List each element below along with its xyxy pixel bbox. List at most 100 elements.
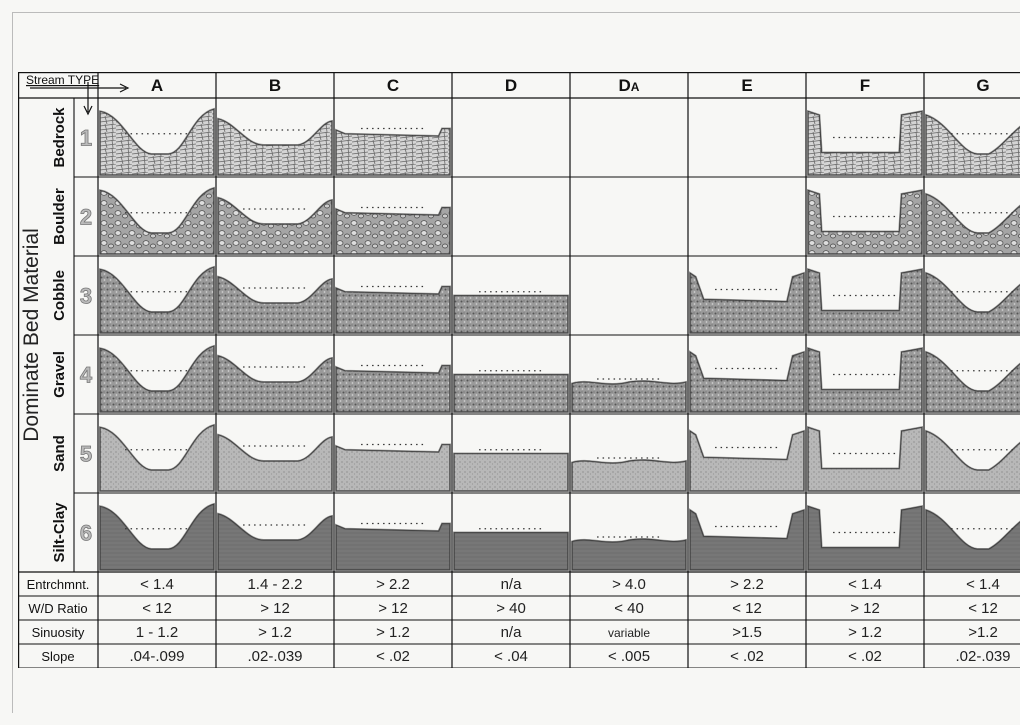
cross-section-C6 (335, 522, 451, 571)
cross-section-B5 (217, 433, 333, 492)
row-label-silt-clay: Silt-Clay (51, 502, 68, 563)
cross-section-D5 (453, 449, 569, 492)
row-label-cobble: Cobble (51, 270, 68, 321)
property-2-value-G: >1.2 (968, 624, 998, 641)
cross-section-F1 (807, 109, 923, 176)
cross-section-D3 (453, 291, 569, 334)
property-1-value-F: > 12 (850, 600, 880, 617)
row-label-bedrock: Bedrock (51, 107, 68, 168)
cross-section-C1 (335, 127, 451, 176)
property-2-value-B: > 1.2 (258, 624, 292, 641)
property-0-value-B: 1.4 - 2.2 (247, 576, 302, 593)
cross-section-A2 (99, 186, 215, 255)
cross-section-A3 (99, 265, 215, 334)
cross-section-A1 (99, 107, 215, 176)
cross-section-B4 (217, 354, 333, 413)
cross-section-G1 (925, 113, 1020, 176)
property-0-value-C: > 2.2 (376, 576, 410, 593)
row-label-sand: Sand (51, 435, 68, 472)
cross-section-DA6 (571, 536, 687, 571)
stream-classification-table: A B C D DA E F G Stream TYPE Dominate Bed Materia… (18, 72, 1020, 668)
property-0-value-A: < 1.4 (140, 576, 174, 593)
property-2-value-E: >1.5 (732, 624, 762, 641)
property-1-value-G: < 12 (968, 600, 998, 617)
cross-section-F2 (807, 188, 923, 255)
property-3-value-D: < .04 (494, 648, 528, 665)
row-number-6: 6 (80, 521, 92, 546)
cross-section-G6 (925, 508, 1020, 571)
cross-section-E6 (689, 508, 805, 571)
cross-section-B2 (217, 196, 333, 255)
property-label-3: Slope (41, 649, 74, 664)
cross-section-G5 (925, 429, 1020, 492)
cross-section-F5 (807, 425, 923, 492)
property-1-value-DA: < 40 (614, 600, 644, 617)
column-header-D: D (505, 76, 517, 95)
page-frame (12, 12, 1020, 713)
property-0-value-F: < 1.4 (848, 576, 882, 593)
cross-section-B1 (217, 117, 333, 176)
row-number-4: 4 (80, 363, 93, 388)
cross-section-B3 (217, 275, 333, 334)
property-1-value-B: > 12 (260, 600, 290, 617)
column-header-G: G (976, 76, 989, 95)
cross-section-F6 (807, 504, 923, 571)
property-0-value-DA: > 4.0 (612, 576, 646, 593)
cross-section-G4 (925, 350, 1020, 413)
row-label-gravel: Gravel (51, 351, 68, 398)
property-2-value-A: 1 - 1.2 (136, 624, 179, 641)
cross-section-C5 (335, 443, 451, 492)
property-label-0: Entrchmnt. (27, 577, 90, 592)
property-3-value-A: .04-.099 (129, 648, 184, 665)
cross-section-A5 (99, 423, 215, 492)
row-number-5: 5 (80, 442, 92, 467)
cross-section-E5 (689, 429, 805, 492)
cross-section-D4 (453, 370, 569, 413)
column-header-F: F (860, 76, 870, 95)
property-3-value-E: < .02 (730, 648, 764, 665)
property-3-value-F: < .02 (848, 648, 882, 665)
cross-section-G3 (925, 271, 1020, 334)
cross-section-A6 (99, 502, 215, 571)
cross-section-E4 (689, 350, 805, 413)
row-number-3: 3 (80, 284, 92, 309)
column-header-DA: DA (619, 76, 640, 95)
cross-section-A4 (99, 344, 215, 413)
row-number-1: 1 (80, 126, 92, 151)
row-axis-label: Dominate Bed Material (20, 228, 43, 442)
row-number-2: 2 (80, 205, 92, 230)
property-1-value-D: > 40 (496, 600, 526, 617)
cross-section-DA5 (571, 457, 687, 492)
cross-section-E3 (689, 271, 805, 334)
cross-section-F4 (807, 346, 923, 413)
property-0-value-E: > 2.2 (730, 576, 764, 593)
property-3-value-DA: < .005 (608, 648, 650, 665)
column-header-B: B (269, 76, 281, 95)
property-0-value-G: < 1.4 (966, 576, 1000, 593)
cross-section-DA4 (571, 378, 687, 413)
cross-section-F3 (807, 267, 923, 334)
property-3-value-C: < .02 (376, 648, 410, 665)
cross-section-B6 (217, 512, 333, 571)
property-1-value-A: < 12 (142, 600, 172, 617)
property-0-value-D: n/a (501, 576, 523, 593)
column-header-A: A (151, 76, 163, 95)
cross-section-G2 (925, 192, 1020, 255)
property-3-value-G: .02-.039 (955, 648, 1010, 665)
row-label-boulder: Boulder (51, 188, 68, 245)
property-2-value-F: > 1.2 (848, 624, 882, 641)
column-header-C: C (387, 76, 399, 95)
property-2-value-DA: variable (608, 626, 650, 640)
cross-section-C2 (335, 206, 451, 255)
cross-section-C3 (335, 285, 451, 334)
classification-grid: A B C D DA E F G Stream TYPE Dominate Bed Materia… (18, 72, 1020, 668)
property-2-value-D: n/a (501, 624, 523, 641)
property-2-value-C: > 1.2 (376, 624, 410, 641)
cross-section-C4 (335, 364, 451, 413)
cross-section-D6 (453, 528, 569, 571)
property-label-1: W/D Ratio (28, 601, 87, 616)
property-label-2: Sinuosity (32, 625, 85, 640)
column-header-E: E (741, 76, 752, 95)
property-1-value-E: < 12 (732, 600, 762, 617)
stream-type-label: Stream TYPE (26, 73, 99, 87)
